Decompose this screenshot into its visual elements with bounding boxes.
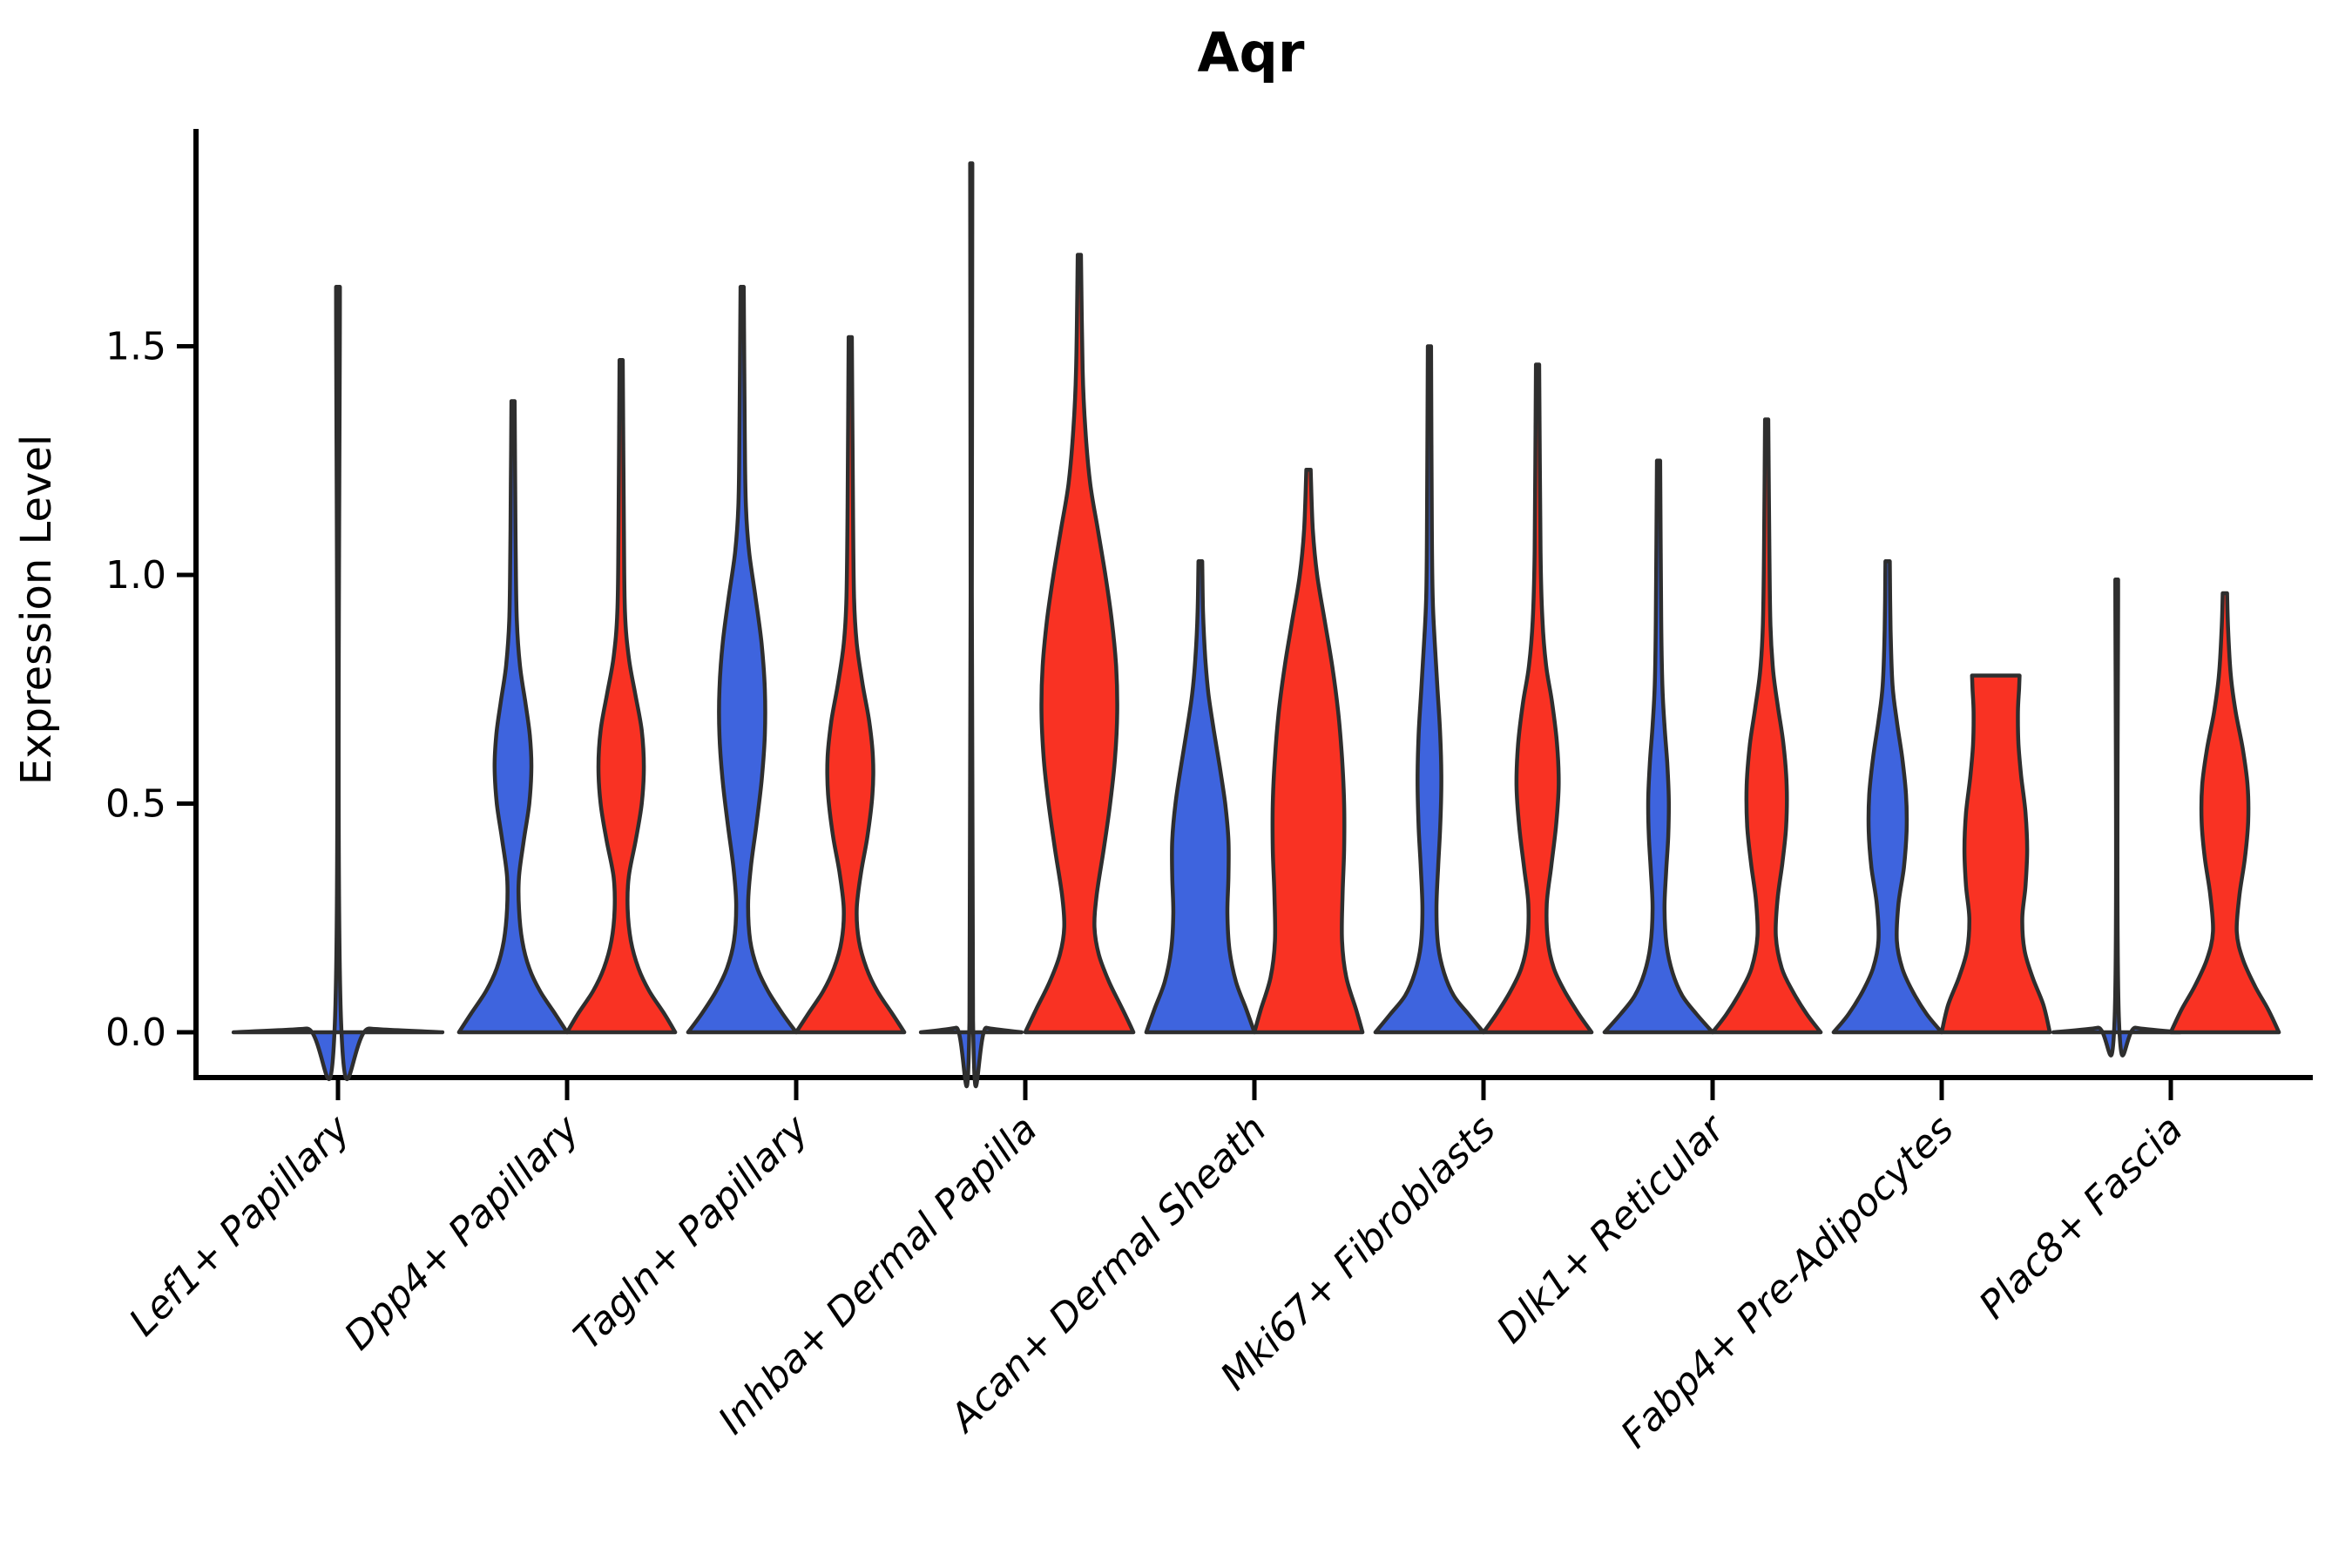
x-tick-label: Dpp4+ Papillary (336, 1106, 589, 1359)
y-tick-label: 1.5 (105, 325, 166, 369)
x-tick-label: Plac8+ Fascia (1970, 1107, 2191, 1328)
violin-blue-dpp4-papillary (456, 399, 570, 1035)
x-tick-label: Dlk1+ Reticular (1488, 1105, 1734, 1352)
y-axis-label: Expression Level (12, 435, 61, 786)
violin-blue-mki67-fibroblasts (1373, 344, 1486, 1035)
violin-red-inhba-dermal-papilla (1023, 253, 1136, 1035)
violin-single-lef1-papillary (231, 285, 445, 1082)
violin-red-plac8-fascia (2168, 591, 2281, 1035)
violin-blue-acan-dermal-sheath (1144, 559, 1257, 1035)
violin-blue-dlk1-reticular (1602, 458, 1715, 1035)
x-tick-label: Lef1+ Papillary (121, 1106, 360, 1345)
y-tick-label: 0.5 (105, 782, 166, 827)
y-tick-label: 0.0 (105, 1010, 166, 1055)
violin-red-acan-dermal-sheath (1252, 468, 1365, 1035)
violin-blue-fabp4-pre-adipocytes (1831, 559, 1944, 1035)
violin-layer (231, 161, 2281, 1088)
x-tick-label: Tagln+ Papillary (565, 1106, 817, 1358)
chart-title: Aqr (1198, 21, 1305, 84)
violin-red-tagln-papillary (794, 335, 907, 1035)
violin-red-dpp4-papillary (564, 358, 678, 1035)
violin-blue-plac8-fascia (2051, 578, 2183, 1058)
violin-blue-tagln-papillary (686, 285, 799, 1035)
axes-layer: 0.0 0.5 1.0 1.5 (105, 129, 2313, 1100)
violin-red-fabp4-pre-adipocytes (1939, 673, 2052, 1035)
y-tick-label: 1.0 (105, 553, 166, 598)
violin-red-mki67-fibroblasts (1481, 362, 1594, 1035)
violin-blue-inhba-dermal-papilla (918, 161, 1024, 1088)
violin-red-dlk1-reticular (1710, 417, 1823, 1035)
